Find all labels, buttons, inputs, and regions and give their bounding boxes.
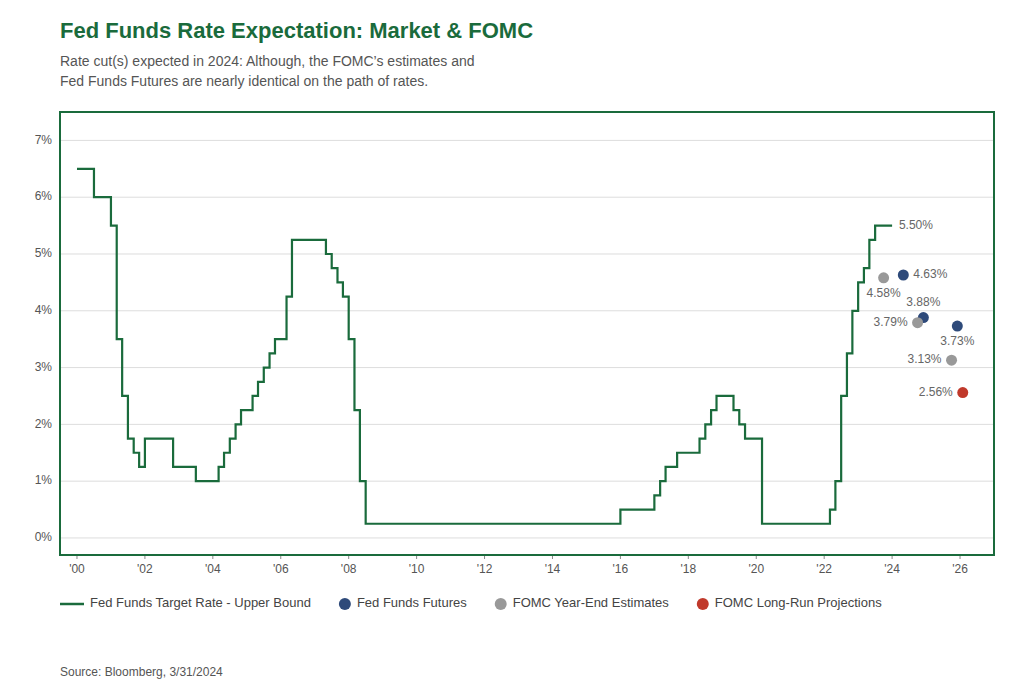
y-tick-label: 6% — [35, 189, 53, 203]
plot-area — [77, 169, 968, 524]
x-tick-label: '00 — [69, 562, 85, 576]
data-label: 4.58% — [867, 286, 901, 300]
grid-line — [60, 253, 994, 254]
x-tick-label: '02 — [137, 562, 153, 576]
x-tick-label: '14 — [545, 562, 561, 576]
plot-frame — [60, 112, 994, 555]
dot — [946, 355, 957, 366]
data-label: 2.56% — [919, 385, 953, 399]
subtitle-line: Fed Funds Futures are nearly identical o… — [60, 73, 428, 89]
data-label: 3.73% — [940, 334, 974, 348]
y-tick-label: 0% — [35, 530, 53, 544]
y-tick-label: 5% — [35, 246, 53, 260]
data-label: 3.79% — [874, 315, 908, 329]
legend-label: FOMC Year-End Estimates — [513, 595, 670, 610]
x-tick-label: '20 — [748, 562, 764, 576]
grid-line — [60, 140, 994, 141]
dot — [957, 387, 968, 398]
y-tick-label: 7% — [35, 133, 53, 147]
dot — [912, 317, 923, 328]
y-tick-label: 1% — [35, 473, 53, 487]
y-tick-label: 2% — [35, 417, 53, 431]
annotation: 5.50% — [899, 218, 933, 232]
subtitle: Rate cut(s) expected in 2024: Although, … — [60, 53, 475, 89]
legend-symbol — [495, 598, 507, 610]
y-tick-label: 4% — [35, 303, 53, 317]
x-tick-label: '12 — [477, 562, 493, 576]
grid-line — [60, 424, 994, 425]
x-tick-label: '06 — [273, 562, 289, 576]
source: Source: Bloomberg, 3/31/2024 — [60, 665, 223, 679]
dot — [878, 272, 889, 283]
x-tick-label: '24 — [884, 562, 900, 576]
title: Fed Funds Rate Expectation: Market & FOM… — [60, 18, 533, 43]
y-tick-label: 3% — [35, 360, 53, 374]
x-tick-label: '26 — [952, 562, 968, 576]
data-label: 3.88% — [906, 295, 940, 309]
x-tick-label: '18 — [681, 562, 697, 576]
dot — [898, 270, 909, 281]
legend-label: FOMC Long-Run Projections — [715, 595, 882, 610]
x-tick-label: '10 — [409, 562, 425, 576]
data-label: 4.63% — [913, 267, 947, 281]
grid — [60, 140, 994, 538]
legend-label: Fed Funds Target Rate - Upper Bound — [90, 595, 311, 610]
grid-line — [60, 367, 994, 368]
x-tick-label: '22 — [816, 562, 832, 576]
subtitle-line: Rate cut(s) expected in 2024: Although, … — [60, 53, 475, 69]
legend: Fed Funds Target Rate - Upper Bound Fed F… — [60, 595, 882, 610]
rate-line — [77, 169, 892, 524]
chart: Fed Funds Rate Expectation: Market & FOM… — [0, 0, 1024, 699]
legend-symbol — [60, 603, 84, 606]
x-tick-label: '16 — [613, 562, 629, 576]
legend-symbol — [339, 598, 351, 610]
dot — [952, 321, 963, 332]
x-tick-label: '04 — [205, 562, 221, 576]
legend-symbol — [697, 598, 709, 610]
data-label: 3.13% — [908, 352, 942, 366]
data-labels: 4.63% 3.88% 3.73% 4.58% 3.79% 3.13% 2.56% — [867, 267, 975, 399]
legend-label: Fed Funds Futures — [357, 595, 467, 610]
grid-line — [60, 537, 994, 538]
grid-line — [60, 197, 994, 198]
x-tick-label: '08 — [341, 562, 357, 576]
